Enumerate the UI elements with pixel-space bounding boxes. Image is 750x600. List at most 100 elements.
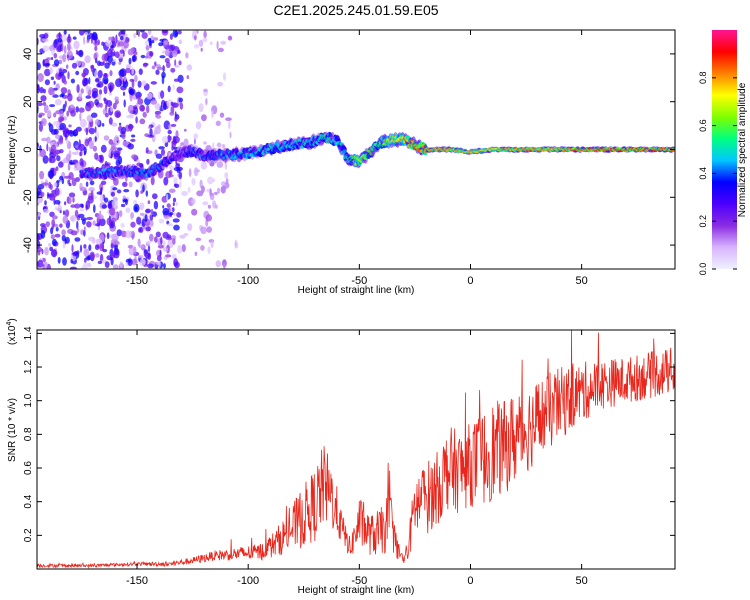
noise-speckle xyxy=(89,180,95,186)
noise-speckle xyxy=(101,123,105,127)
noise-speckle xyxy=(92,220,96,226)
noise-speckle xyxy=(160,236,163,245)
noise-speckle xyxy=(97,260,103,265)
noise-speckle xyxy=(138,227,142,233)
noise-speckle xyxy=(55,110,62,115)
noise-speckle xyxy=(146,158,150,165)
noise-speckle xyxy=(133,51,138,56)
noise-speckle xyxy=(142,62,148,68)
noise-speckle xyxy=(214,191,218,196)
noise-speckle xyxy=(40,95,47,102)
y-tick-label: -20 xyxy=(22,189,34,205)
noise-speckle xyxy=(138,255,144,259)
noise-speckle xyxy=(166,203,171,208)
noise-speckle xyxy=(72,197,75,203)
noise-speckle xyxy=(55,166,59,171)
noise-speckle xyxy=(129,89,135,95)
noise-speckle xyxy=(75,126,82,132)
noise-speckle xyxy=(188,168,192,178)
noise-speckle xyxy=(94,126,97,133)
noise-speckle xyxy=(45,221,50,228)
noise-speckle xyxy=(42,208,50,214)
noise-speckle xyxy=(41,118,47,126)
noise-speckle xyxy=(101,41,105,46)
noise-speckle xyxy=(39,86,44,94)
noise-speckle xyxy=(174,116,178,122)
noise-speckle xyxy=(70,216,75,222)
noise-speckle xyxy=(106,255,112,261)
noise-speckle xyxy=(168,188,176,193)
noise-speckle xyxy=(200,161,208,170)
noise-speckle xyxy=(55,143,59,148)
noise-speckle xyxy=(154,236,158,243)
noise-speckle xyxy=(99,243,104,252)
noise-speckle xyxy=(172,197,177,203)
noise-speckle xyxy=(144,40,150,46)
noise-speckle xyxy=(158,218,165,224)
noise-speckle xyxy=(118,156,123,165)
noise-speckle xyxy=(175,130,179,139)
noise-speckle xyxy=(137,238,141,247)
noise-speckle xyxy=(108,117,113,125)
noise-speckle xyxy=(104,62,110,69)
noise-speckle xyxy=(58,68,63,77)
noise-speckle xyxy=(192,30,197,36)
noise-speckle xyxy=(209,192,215,201)
y-tick-label: 1.2 xyxy=(23,360,34,374)
noise-speckle xyxy=(172,218,180,223)
snr-panel: -150 -100 -50 0 50 0.2 0.4 0.6 0.8 1.0 1.2 1.4 Hei… xyxy=(6,318,676,596)
noise-speckle xyxy=(194,251,198,256)
noise-speckle xyxy=(81,219,86,225)
noise-speckle xyxy=(178,60,182,66)
colorbar-label: Normalized spectral amplitude xyxy=(737,82,748,217)
noise-speckle xyxy=(94,152,99,160)
noise-speckle xyxy=(127,244,133,249)
noise-speckle xyxy=(97,226,101,231)
noise-speckle xyxy=(133,106,139,115)
noise-speckle xyxy=(224,172,229,179)
colorbar-tick-label: 0.8 xyxy=(698,72,708,85)
noise-speckle xyxy=(137,30,140,37)
noise-speckle xyxy=(107,55,113,63)
noise-speckle xyxy=(178,39,182,45)
noise-speckle xyxy=(139,30,145,33)
x-tick-label: -50 xyxy=(351,575,367,587)
noise-speckle xyxy=(111,146,118,150)
noise-speckle xyxy=(166,193,169,202)
noise-speckle xyxy=(79,30,85,36)
noise-speckle xyxy=(160,149,166,156)
noise-speckle xyxy=(114,110,122,118)
noise-speckle xyxy=(44,68,51,77)
noise-speckle xyxy=(172,102,179,108)
noise-speckle xyxy=(125,207,131,213)
noise-speckle xyxy=(211,109,214,119)
noise-speckle xyxy=(90,190,94,198)
noise-speckle xyxy=(95,253,100,258)
noise-speckle xyxy=(133,203,140,213)
noise-speckle xyxy=(128,57,132,65)
noise-speckle xyxy=(177,74,184,83)
noise-speckle xyxy=(149,45,153,49)
noise-speckle xyxy=(139,118,146,125)
noise-speckle xyxy=(123,40,129,49)
noise-speckle xyxy=(89,251,95,261)
noise-speckle xyxy=(220,40,227,45)
noise-speckle xyxy=(117,41,124,47)
noise-speckle xyxy=(75,150,80,156)
noise-speckle xyxy=(163,40,169,44)
noise-speckle xyxy=(151,40,155,44)
noise-speckle xyxy=(176,212,182,218)
noise-speckle xyxy=(167,129,172,135)
noise-speckle xyxy=(139,202,145,211)
noise-speckle xyxy=(104,261,110,268)
noise-speckle xyxy=(165,254,172,258)
noise-speckle xyxy=(131,79,135,88)
noise-speckle xyxy=(114,51,120,58)
spectrogram-x-axis: -150 -100 -50 0 50 xyxy=(126,30,588,287)
noise-speckle xyxy=(68,192,76,198)
noise-speckle xyxy=(172,84,175,90)
noise-speckle xyxy=(176,86,184,94)
noise-speckle xyxy=(193,167,199,177)
x-tick-label: -100 xyxy=(237,575,259,587)
noise-speckle xyxy=(53,80,56,85)
